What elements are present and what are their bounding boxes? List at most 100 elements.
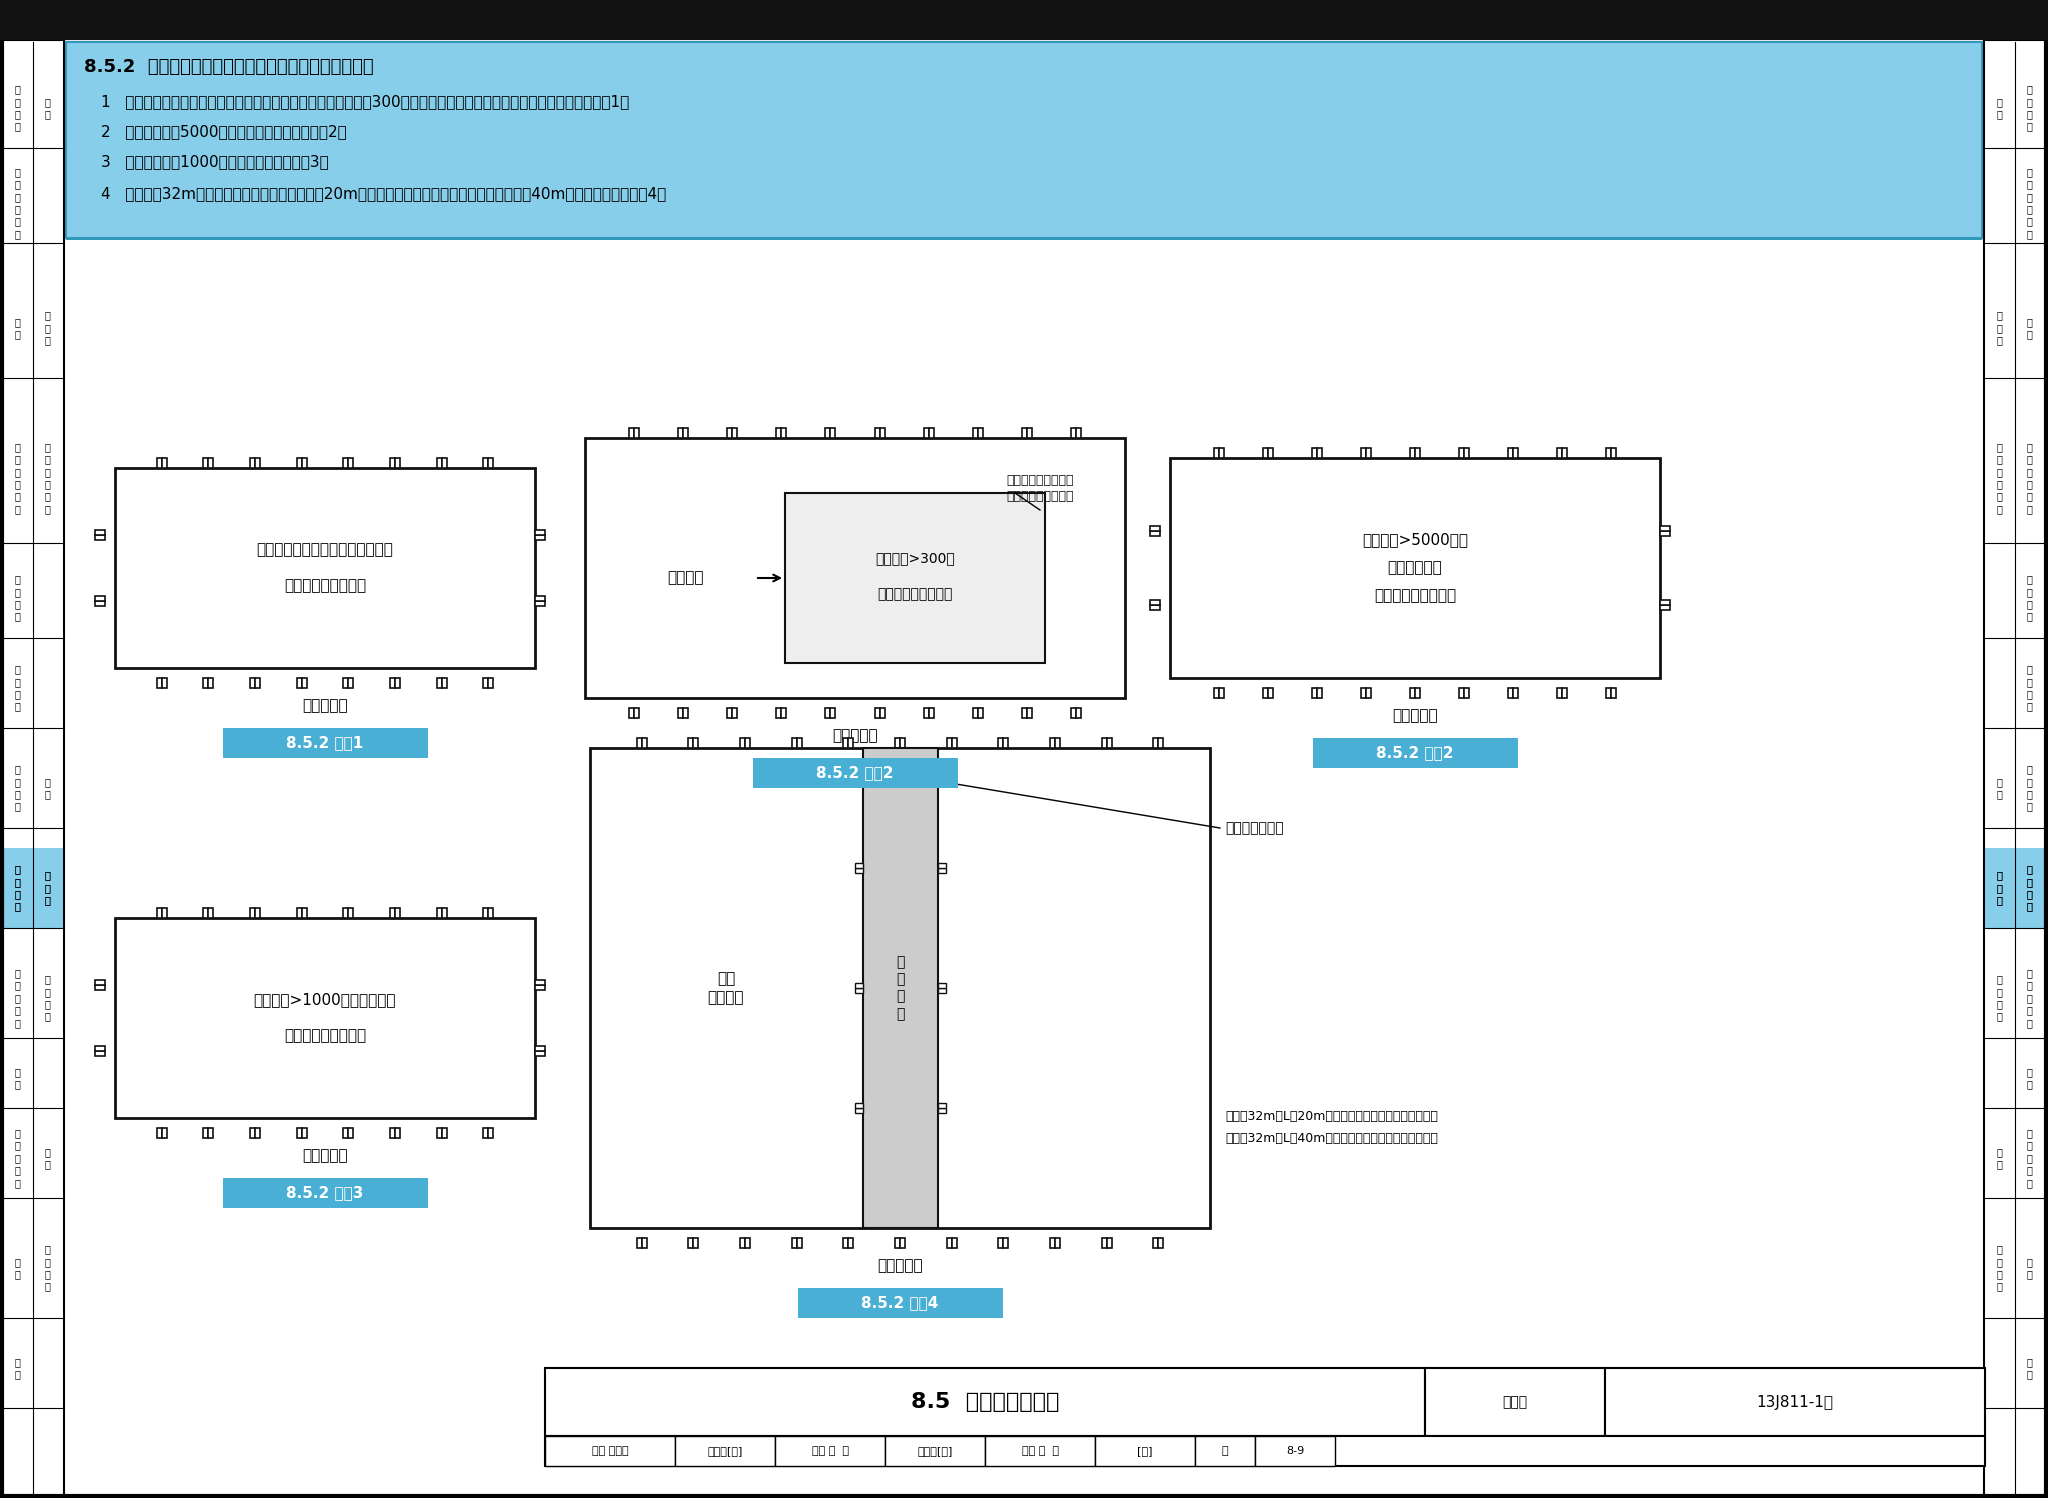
Text: 供
暖
、
通
风: 供 暖 、 通 风 [14,968,20,1028]
Text: 木
结
构
建
筑: 木 结 构 建 筑 [2025,1128,2032,1188]
Bar [874,709,879,718]
Bar [641,739,647,748]
Text: 和
仓
库: 和 仓 库 [1997,310,2003,346]
Bar [899,1237,905,1248]
Text: 和
气
调
节: 和 气 调 节 [1997,974,2003,1022]
Bar [1513,688,1518,698]
Bar [250,458,256,467]
Bar [848,739,854,748]
Text: 建筑面积>5000㎡的: 建筑面积>5000㎡的 [1362,532,1468,547]
Bar [678,709,684,718]
Bar [301,458,307,467]
Text: 建筑面积>300㎡: 建筑面积>300㎡ [874,551,954,565]
Bar [535,1046,545,1052]
Bar [1096,1437,1194,1467]
Bar [483,458,487,467]
Bar [94,601,104,607]
Bar [1071,428,1075,437]
Bar [899,739,905,748]
Bar [1169,458,1661,679]
Bar [874,428,879,437]
Bar [1556,688,1563,698]
Text: 4   高度大于32m的高层厂房（仓库）内长度大于20m的疏散走道，其他厂房（仓库）内长度大于40m的疏散走道。【图示4】: 4 高度大于32m的高层厂房（仓库）内长度大于20m的疏散走道，其他厂房（仓库）… [100,186,666,202]
Bar [1313,688,1317,698]
Bar [442,679,446,688]
Text: 且经常有人停留或可
燃物较多的地上房间: 且经常有人停留或可 燃物较多的地上房间 [1006,473,1073,502]
Text: 编
制
说
明: 编 制 说 明 [2025,84,2032,132]
Bar [844,739,848,748]
Bar [1106,1237,1112,1248]
Bar [348,458,354,467]
Text: 城
市: 城 市 [14,1257,20,1279]
Text: 的
设
置: 的 设 置 [1997,870,2003,905]
Text: 人员或可燃物较多的丙类生产场所: 人员或可燃物较多的丙类生产场所 [256,542,393,557]
Bar [487,458,494,467]
Bar [997,1237,1004,1248]
Bar [1464,688,1468,698]
Bar [115,918,535,1118]
Bar [635,428,639,437]
Bar [203,908,209,918]
Text: 灭
火
救
援: 灭 火 救 援 [2025,764,2032,812]
Bar [1102,739,1106,748]
Text: 平面示意图: 平面示意图 [831,728,879,743]
Bar [395,679,399,688]
Text: 目
录: 目 录 [1997,97,2003,120]
Text: 总
术
符
则
语
号: 总 术 符 则 语 号 [14,166,20,240]
Bar [1071,709,1075,718]
Bar [66,42,1982,238]
Bar [1214,688,1219,698]
Bar [1362,448,1366,458]
Bar [1075,709,1081,718]
Text: 8-9: 8-9 [1286,1446,1305,1456]
Bar [586,437,1124,698]
Bar [535,1052,545,1056]
Bar [162,679,166,688]
Bar [739,1237,745,1248]
Text: 8.5.2 图示3: 8.5.2 图示3 [287,1185,365,1200]
Text: 灭
火
救
援: 灭 火 救 援 [14,764,20,812]
Bar [389,679,395,688]
Bar [637,1237,641,1248]
Bar [688,739,694,748]
Bar [1194,1437,1255,1467]
Bar [684,428,688,437]
Bar [629,428,635,437]
Text: 交
通
隧
道: 交 通 隧 道 [1997,1245,2003,1291]
Bar [1026,709,1032,718]
Bar [1022,428,1026,437]
Bar [1055,739,1061,748]
Bar [928,709,934,718]
Text: 平面示意图: 平面示意图 [877,1258,924,1273]
Text: 厂
房: 厂 房 [2025,316,2032,339]
Text: 和
乙
丙
建
筑
区: 和 乙 丙 建 筑 区 [1997,442,2003,514]
Text: 平面示意图: 平面示意图 [1393,709,1438,724]
Text: 交
通
隧
道: 交 通 隧 道 [45,1245,49,1291]
Bar [590,748,1210,1228]
Text: 图集号: 图集号 [1503,1395,1528,1410]
Bar [203,1128,209,1138]
Bar [1985,40,2046,1497]
Bar [162,908,166,918]
Bar [162,1128,166,1138]
Text: 和
乙
丙
建
筑
区: 和 乙 丙 建 筑 区 [45,442,49,514]
Bar [854,867,862,873]
Text: 木
结
构
建
筑: 木 结 构 建 筑 [14,1128,20,1188]
Text: 蔡昭昀[签]: 蔡昭昀[签] [707,1446,743,1456]
Bar [727,428,733,437]
Bar [977,428,983,437]
Bar [854,1103,862,1109]
Bar [209,679,213,688]
Bar [1159,1237,1163,1248]
Bar [641,1237,647,1248]
Bar [436,908,442,918]
Bar [256,679,260,688]
Bar [545,1437,1985,1467]
Bar [1513,448,1518,458]
Bar [256,1128,260,1138]
Text: 甲
乙
丙
建
筑
区: 甲 乙 丙 建 筑 区 [14,442,20,514]
Text: 丁类生产车间: 丁类生产车间 [1389,560,1442,575]
Bar [344,908,348,918]
Bar [1507,448,1513,458]
Bar [1415,448,1419,458]
